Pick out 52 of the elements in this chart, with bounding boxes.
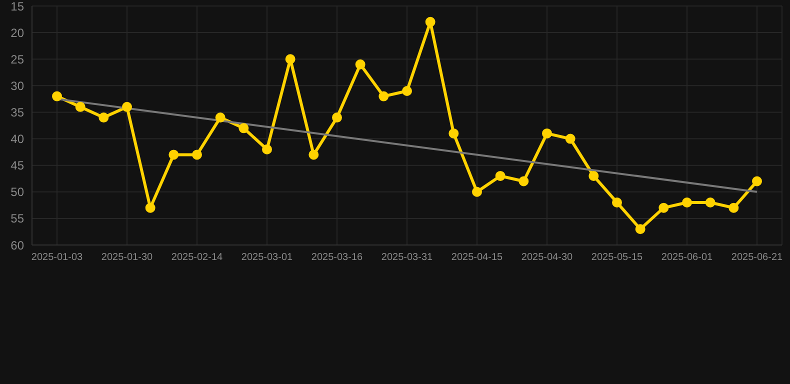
point bbox=[355, 59, 366, 70]
y-tick-label: 60 bbox=[10, 238, 24, 252]
point bbox=[402, 86, 412, 96]
x-tick-label: 2025-04-15 bbox=[451, 252, 504, 264]
x-tick-label: 2025-03-31 bbox=[381, 252, 434, 264]
x-tick-label: 2025-04-30 bbox=[521, 252, 574, 264]
point bbox=[425, 16, 436, 27]
y-tick-label: 45 bbox=[10, 158, 24, 173]
y-tick-label: 50 bbox=[10, 185, 24, 200]
point bbox=[635, 224, 646, 234]
point bbox=[448, 128, 459, 138]
point bbox=[238, 123, 249, 134]
y-tick-label: 15 bbox=[10, 0, 24, 14]
point bbox=[308, 150, 319, 160]
x-tick-label: 2025-01-03 bbox=[31, 252, 84, 264]
x-tick-label: 2025-05-15 bbox=[591, 252, 644, 264]
x-tick-label: 2025-06-21 bbox=[731, 252, 784, 264]
point bbox=[752, 176, 762, 186]
y-tick-label: 40 bbox=[10, 132, 24, 146]
point bbox=[145, 202, 156, 213]
point bbox=[262, 144, 272, 154]
x-tick-label: 2025-02-14 bbox=[171, 252, 224, 264]
x-tick-label: 2025-03-01 bbox=[241, 252, 294, 264]
point bbox=[658, 202, 669, 213]
y-tick-label: 55 bbox=[10, 212, 24, 226]
point bbox=[122, 102, 132, 112]
x-tick-label: 2025-03-16 bbox=[311, 252, 364, 264]
point bbox=[192, 150, 202, 160]
point bbox=[728, 202, 739, 213]
point bbox=[168, 150, 179, 160]
point bbox=[75, 102, 86, 112]
point bbox=[518, 176, 529, 186]
point bbox=[285, 54, 296, 64]
point bbox=[98, 112, 109, 123]
y-tick-label: 30 bbox=[10, 78, 24, 93]
point bbox=[682, 198, 692, 208]
point bbox=[472, 186, 482, 197]
point bbox=[542, 128, 552, 138]
y-tick-label: 25 bbox=[10, 52, 24, 66]
point bbox=[565, 134, 576, 144]
y-tick-label: 20 bbox=[10, 26, 24, 40]
x-tick-label: 2025-01-30 bbox=[101, 252, 154, 264]
y-tick-label: 35 bbox=[10, 105, 24, 120]
point bbox=[705, 198, 716, 208]
point bbox=[612, 198, 622, 208]
point bbox=[378, 91, 389, 102]
point bbox=[588, 170, 599, 181]
point bbox=[332, 112, 342, 123]
point bbox=[52, 91, 62, 102]
point bbox=[495, 170, 506, 181]
x-tick-label: 2025-06-01 bbox=[661, 252, 714, 264]
point bbox=[215, 112, 226, 123]
